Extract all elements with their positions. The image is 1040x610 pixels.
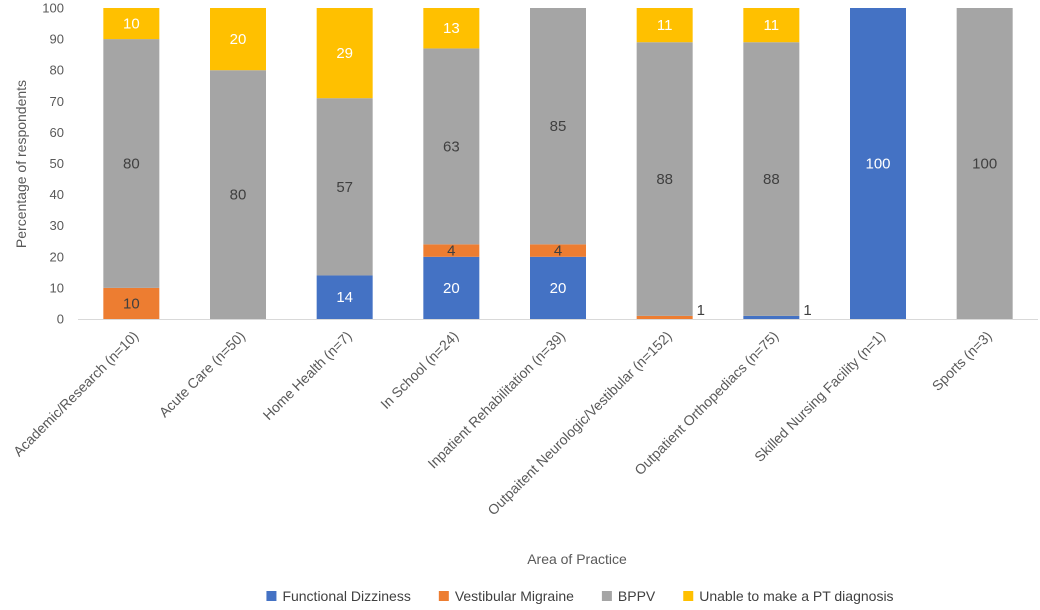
- bar-stack: [956, 8, 1013, 319]
- bar-segment: [956, 8, 1013, 319]
- bar-segment: [530, 244, 586, 257]
- bar-stacks: [103, 8, 1013, 319]
- y-tick-label: 50: [50, 156, 64, 171]
- bar-segment: [103, 39, 160, 288]
- bar-segment: [743, 315, 800, 319]
- data-label: 4: [554, 243, 562, 260]
- data-label: 88: [763, 171, 780, 188]
- category-label: Sports (n=3): [929, 328, 995, 394]
- bar-stack: [743, 8, 800, 319]
- legend-label: Vestibular Migraine: [455, 588, 574, 604]
- legend-swatch: [601, 591, 612, 601]
- data-label: 80: [230, 187, 247, 204]
- y-axis-title: Percentage of respondents: [13, 80, 29, 248]
- bar-segment: [850, 8, 906, 319]
- bar-segment: [423, 244, 480, 257]
- data-label: 1: [803, 302, 811, 319]
- data-label: 20: [443, 280, 460, 297]
- data-labels: 1080108020145729204631320485188111881110…: [123, 16, 997, 319]
- y-axis-ticks: 0 10 20 30 40 50 60 70 80 90 100: [42, 1, 64, 327]
- data-label: 20: [550, 280, 567, 297]
- y-tick-label: 100: [42, 1, 64, 16]
- category-labels: Academic/Research (n=10) Acute Care (n=50…: [10, 328, 995, 518]
- legend-swatch: [683, 591, 694, 601]
- data-label: 10: [123, 295, 140, 312]
- y-tick-label: 20: [50, 249, 64, 264]
- bar-segment: [530, 8, 586, 245]
- bar-stack: [530, 8, 586, 319]
- bar-stack: [103, 8, 160, 319]
- y-tick-label: 0: [57, 312, 64, 327]
- data-label: 4: [447, 243, 455, 260]
- legend-item: BPPV: [601, 588, 656, 604]
- bar-segment: [210, 70, 266, 319]
- legend-label: Functional Dizziness: [282, 588, 410, 604]
- category-label: Outpaitent Neurologic/Vestibular (n=152): [484, 328, 674, 518]
- bar-segment: [316, 8, 373, 99]
- bar-segment: [316, 98, 373, 276]
- data-label: 1: [697, 302, 705, 319]
- legend-swatch: [266, 591, 277, 601]
- category-label: Academic/Research (n=10): [10, 328, 142, 460]
- bar-segment: [103, 8, 160, 40]
- y-tick-label: 30: [50, 218, 64, 233]
- bar-segment: [316, 275, 373, 319]
- bar-segment: [210, 8, 266, 71]
- bar-segment: [423, 8, 480, 49]
- data-label: 20: [230, 31, 247, 48]
- bar-stack: [210, 8, 266, 319]
- bar-segment: [636, 315, 693, 319]
- data-label: 100: [972, 156, 997, 173]
- y-tick-label: 40: [50, 187, 64, 202]
- y-tick-label: 10: [50, 280, 64, 295]
- data-label: 14: [336, 289, 353, 306]
- data-label: 85: [550, 118, 567, 135]
- bar-segment: [530, 256, 586, 319]
- legend-item: Unable to make a PT diagnosis: [683, 588, 894, 604]
- legend-item: Vestibular Migraine: [438, 588, 574, 604]
- legend-label: BPPV: [618, 588, 656, 604]
- bar-stack: [636, 8, 693, 319]
- category-label: Home Health (n=7): [260, 328, 355, 423]
- bar-stack: [850, 8, 906, 319]
- data-label: 10: [123, 16, 140, 33]
- bar-segment: [423, 256, 480, 319]
- x-axis-title: Area of Practice: [527, 551, 627, 567]
- data-label: 13: [443, 20, 460, 37]
- y-tick-label: 90: [50, 32, 64, 47]
- y-tick-label: 70: [50, 94, 64, 109]
- data-label: 11: [657, 17, 673, 34]
- data-label: 57: [336, 179, 353, 196]
- y-tick-label: 60: [50, 125, 64, 140]
- data-label: 88: [656, 171, 673, 188]
- y-tick-label: 80: [50, 63, 64, 78]
- bar-segment: [636, 42, 693, 316]
- category-label: Acute Care (n=50): [156, 328, 248, 420]
- bar-segment: [636, 8, 693, 43]
- legend-label: Unable to make a PT diagnosis: [699, 588, 893, 604]
- legend: Functional Dizziness Vestibular Migraine B…: [266, 588, 894, 604]
- bar-segment: [743, 8, 800, 43]
- legend-swatch: [438, 591, 449, 601]
- data-label: 63: [443, 138, 460, 155]
- bar-stack: [423, 8, 480, 319]
- bar-stack: [316, 8, 373, 319]
- category-label: In School (n=24): [377, 328, 461, 412]
- bar-segment: [743, 42, 800, 316]
- data-label: 11: [764, 17, 780, 34]
- bar-segment: [423, 48, 480, 245]
- data-label: 29: [336, 45, 353, 62]
- bar-segment: [103, 287, 160, 319]
- legend-item: Functional Dizziness: [266, 588, 411, 604]
- data-label: 100: [865, 156, 890, 173]
- data-label: 80: [123, 156, 140, 173]
